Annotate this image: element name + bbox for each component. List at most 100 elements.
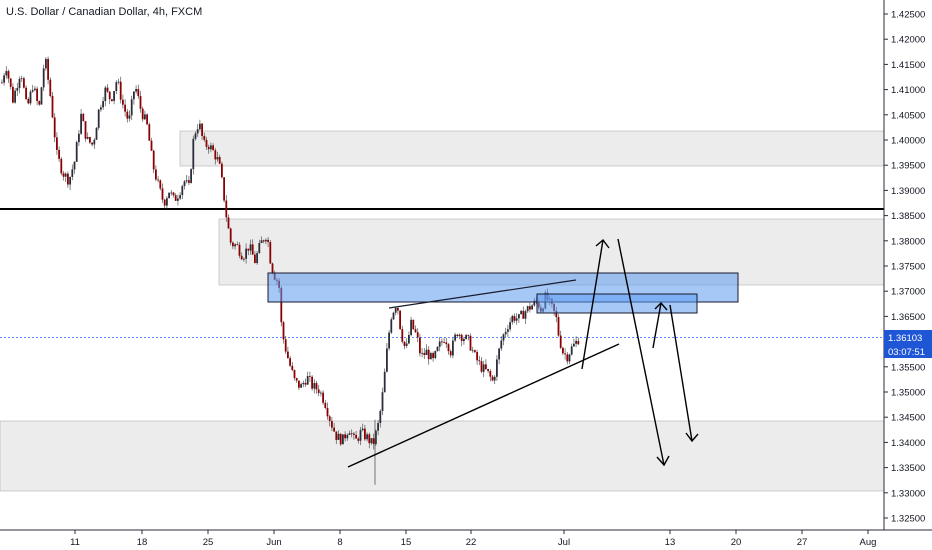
candle-down: [9, 78, 12, 87]
candle-down: [27, 98, 30, 104]
candle-up: [16, 88, 19, 91]
candle-down: [1, 82, 3, 84]
candle-down: [357, 438, 360, 441]
candle-down: [62, 173, 65, 177]
candle-up: [69, 176, 71, 185]
candle-down: [445, 342, 448, 345]
candle-up: [104, 87, 107, 102]
candle-up: [144, 114, 146, 120]
candle-up: [168, 192, 170, 199]
candle-down: [289, 358, 291, 366]
candle-up: [265, 239, 267, 242]
price-tick-label: 1.33000: [891, 488, 925, 499]
time-tick-label: 15: [401, 537, 412, 548]
candle-down: [124, 104, 126, 112]
candle-up: [75, 142, 78, 162]
projection-arrow-down-short-head: [685, 432, 699, 443]
candle-down: [280, 287, 283, 323]
candle-down: [432, 353, 434, 359]
candle-up: [73, 161, 76, 170]
countdown-text: 03:07:51: [888, 347, 925, 358]
gray-zone-lower: [0, 420, 885, 492]
candle-down: [447, 344, 450, 352]
candle-down: [262, 240, 265, 242]
candle-up: [196, 129, 199, 134]
countdown-badge-bg: [884, 344, 932, 358]
time-tick-label: 20: [731, 537, 742, 548]
candle-up: [381, 392, 384, 411]
candle-down: [577, 340, 580, 345]
candle-down: [344, 434, 346, 439]
candle-up: [42, 68, 45, 88]
candle-up: [3, 75, 5, 83]
candle-down: [291, 365, 294, 371]
candle-down: [157, 179, 159, 181]
candle-down: [322, 392, 324, 403]
candle-up: [526, 306, 529, 312]
candle-down: [25, 87, 27, 99]
candle-up: [379, 410, 382, 424]
candle-down: [218, 157, 221, 164]
projection-arrow-small-up-head: [654, 301, 668, 311]
candle-up: [573, 343, 575, 347]
candle-up: [170, 192, 173, 194]
last-price-text: 1.36103: [888, 333, 922, 344]
candle-up: [194, 133, 197, 139]
price-axis[interactable]: 1.42500 1.42000 1.41500 1.41000 1.40500 1.400…: [884, 10, 925, 525]
candle-down: [150, 140, 153, 151]
price-tick-label: 1.41500: [891, 60, 925, 71]
projection-arrow-up-head: [595, 238, 610, 249]
candle-up: [40, 87, 43, 105]
candle-down: [287, 351, 289, 359]
projection-arrow-small-up: [652, 302, 662, 349]
candle-down: [84, 121, 87, 139]
candle-up: [337, 433, 340, 440]
candle-up: [533, 300, 536, 306]
rising-resistance-trendline: [388, 279, 577, 309]
price-tick-label: 1.34000: [891, 438, 925, 449]
time-tick-label: Jun: [266, 537, 281, 548]
price-tick-label: 1.33500: [891, 463, 925, 474]
candle-down: [478, 360, 481, 362]
candle-down: [163, 199, 166, 206]
candle-up: [97, 109, 100, 128]
candle-down: [56, 137, 58, 150]
candle-up: [509, 322, 511, 330]
time-tick-label: 18: [137, 537, 148, 548]
candle-up: [511, 316, 514, 323]
candle-down: [311, 376, 313, 389]
candle-down: [293, 370, 296, 379]
candle-down: [254, 254, 256, 264]
time-axis[interactable]: 11 18 25 Jun 8 15 22 Jul 13 20 27 Aug: [70, 530, 876, 548]
candle-up: [115, 82, 118, 92]
price-tick-label: 1.42000: [891, 35, 925, 46]
price-tick-label: 1.35000: [891, 388, 925, 399]
candle-down: [372, 438, 375, 444]
candle-down: [441, 341, 443, 343]
candle-down: [443, 341, 445, 343]
candle-up: [34, 88, 36, 91]
candle-up: [45, 58, 47, 69]
candle-down: [247, 248, 250, 251]
candle-down: [251, 244, 254, 255]
candle-down: [225, 200, 228, 218]
candle-down: [368, 434, 371, 444]
candle-down: [331, 421, 333, 428]
candle-down: [522, 310, 525, 319]
candle-up: [504, 331, 507, 335]
candle-up: [5, 71, 8, 76]
candle-down: [12, 86, 14, 103]
candle-down: [529, 306, 531, 310]
candle-up: [249, 244, 252, 251]
candle-up: [306, 375, 309, 385]
candle-up: [302, 382, 305, 385]
projection-arrow-down-short: [669, 304, 693, 442]
time-tick-label: 11: [70, 537, 80, 548]
candle-up: [80, 113, 82, 134]
candle-up: [518, 314, 520, 319]
candle-up: [95, 127, 98, 140]
candle-up: [454, 334, 456, 341]
candle-up: [386, 348, 388, 372]
candle-up: [320, 392, 322, 394]
